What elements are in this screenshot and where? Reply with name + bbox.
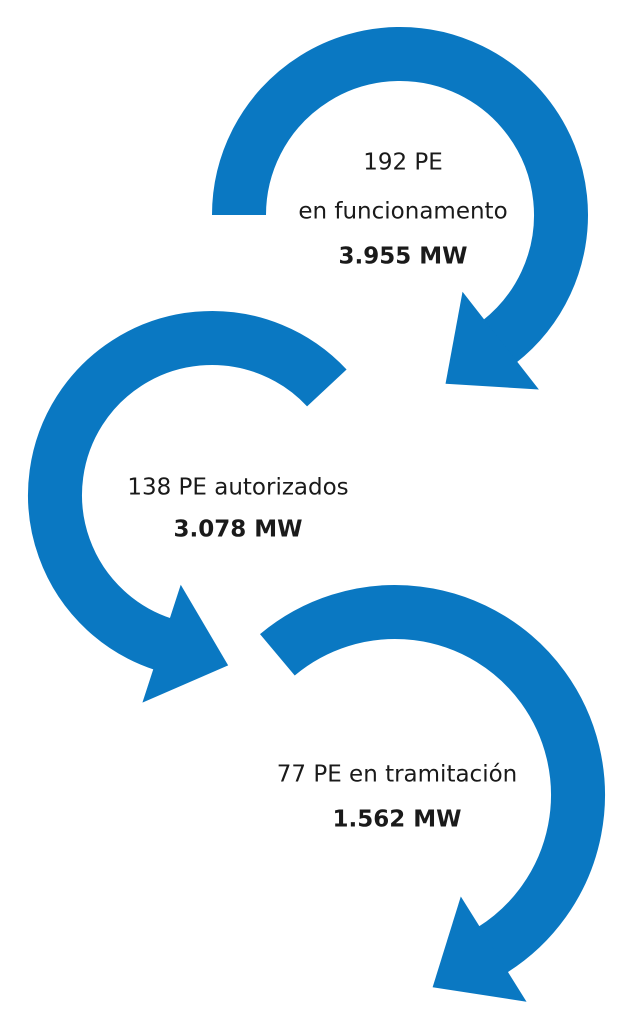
item-line: en funcionamento (298, 199, 507, 225)
item-value: 1.562 MW (332, 807, 461, 833)
arrow-head (432, 896, 527, 1002)
arrows (28, 27, 605, 1002)
item-line: 77 PE en tramitación (277, 762, 518, 788)
arrow-head (142, 584, 229, 703)
item-value: 3.955 MW (338, 244, 467, 270)
item-line: 192 PE (363, 150, 443, 176)
item-value: 3.078 MW (173, 517, 302, 543)
arrow-body (28, 311, 347, 670)
arrow-body (260, 585, 605, 974)
item-line: 138 PE autorizados (127, 475, 348, 501)
arrow-body (212, 27, 588, 364)
arrow-head (445, 291, 539, 390)
